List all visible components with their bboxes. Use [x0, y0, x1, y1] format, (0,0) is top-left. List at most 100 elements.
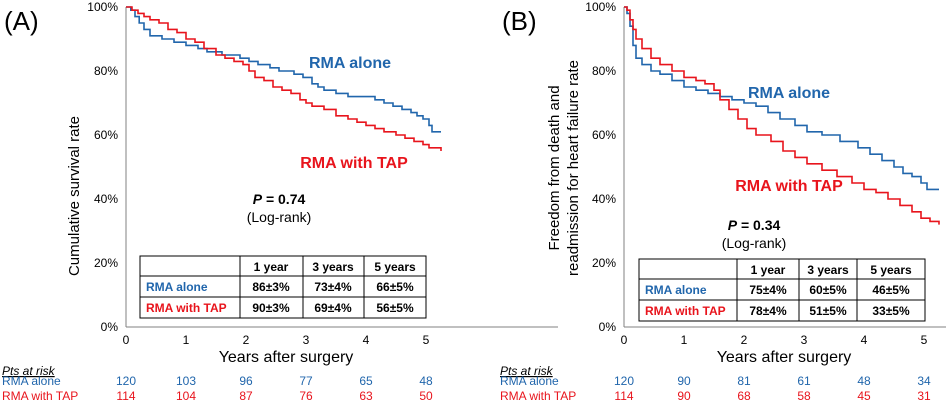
panel-a-y-tick-40: 40%: [94, 192, 118, 206]
panel-a-axes: 0% 20% 40% 60% 80% 100% 0 1 2 3 4 5: [87, 0, 558, 347]
panel-b-risk-table: Pts at risk RMA alone RMA with TAP 120 9…: [500, 364, 931, 402]
panel-a-risk-label-rma-with-tap: RMA with TAP: [2, 389, 78, 402]
panel-b-table-row-label-rma-with-tap: RMA with TAP: [645, 304, 726, 318]
panel-b-table-cell: 75±4%: [749, 283, 787, 297]
panel-b-table-row-label-rma-alone: RMA alone: [645, 283, 707, 297]
panel-b-label: (B): [502, 6, 537, 36]
panel-a-table-cell: 90±3%: [252, 301, 290, 315]
panel-a-series-rma-with-tap: [126, 6, 442, 151]
panel-b-table-cell: 51±5%: [809, 304, 847, 318]
panel-b-table-header-1y: 1 year: [751, 263, 786, 277]
panel-b-y-axis-label-line-2: readmission for heart failure rate: [565, 60, 582, 276]
panel-a-series-rma-alone: [126, 6, 441, 133]
panel-b-risk-count: 90: [677, 389, 691, 402]
panel-b-risk-count: 31: [917, 389, 931, 402]
panel-a-x-tick-5: 5: [423, 333, 430, 347]
panel-a-label: (A): [4, 6, 39, 36]
panel-a: (A) Cumulative survival rate 0% 20% 40% …: [2, 0, 558, 402]
panel-b-y-tick-80: 80%: [592, 64, 616, 78]
panel-b-risk-count: 48: [857, 374, 871, 388]
panel-a-table-cell: 56±5%: [376, 301, 414, 315]
panel-b-x-tick-2: 2: [741, 333, 748, 347]
panel-b-p-value: P = 0.34: [728, 217, 781, 233]
panel-b-risk-count: 90: [677, 374, 691, 388]
panel-b-risk-count: 114: [614, 389, 633, 402]
panel-a-x-axis-label: Years after surgery: [219, 349, 354, 366]
panel-a-risk-count: 65: [359, 374, 373, 388]
panel-a-label-rma-with-tap: RMA with TAP: [300, 155, 408, 172]
panel-a-x-tick-0: 0: [123, 333, 130, 347]
panel-a-table-header-5y: 5 years: [374, 260, 416, 274]
panel-b-x-axis-label: Years after surgery: [717, 349, 852, 366]
panel-a-x-tick-3: 3: [303, 333, 310, 347]
panel-a-y-axis-label: Cumulative survival rate: [66, 116, 83, 276]
panel-a-x-tick-4: 4: [363, 333, 370, 347]
panel-a-y-tick-60: 60%: [94, 128, 118, 142]
panel-a-table-cell: 86±3%: [252, 280, 290, 294]
panel-a-table-cell: 69±4%: [314, 301, 352, 315]
panel-a-risk-count: 96: [239, 374, 253, 388]
panel-a-risk-label-rma-alone: RMA alone: [2, 374, 61, 388]
panel-b-x-tick-5: 5: [921, 333, 928, 347]
panel-b-risk-count: 120: [614, 374, 634, 388]
panel-b-risk-label-rma-with-tap: RMA with TAP: [500, 389, 576, 402]
panel-a-risk-count: 76: [299, 389, 313, 402]
panel-b: (B) Freedom from death and readmission f…: [500, 0, 946, 402]
panel-a-risk-count: 120: [116, 374, 136, 388]
panel-a-x-tick-2: 2: [243, 333, 250, 347]
panel-a-risk-count: 48: [419, 374, 433, 388]
panel-b-table-cell: 33±5%: [872, 304, 910, 318]
panel-a-table-row-label-rma-alone: RMA alone: [146, 280, 208, 294]
panel-b-risk-title: Pts at risk: [500, 364, 554, 378]
panel-a-risk-count: 87: [239, 389, 253, 402]
panel-a-table-cell: 73±4%: [314, 280, 352, 294]
panel-a-y-tick-20: 20%: [94, 256, 118, 270]
panel-a-table-header-1y: 1 year: [254, 260, 289, 274]
panel-b-table-cell: 78±4%: [749, 304, 787, 318]
panel-a-risk-count: 63: [359, 389, 373, 402]
panel-b-y-tick-100: 100%: [585, 0, 616, 14]
panel-b-risk-label-rma-alone: RMA alone: [500, 374, 559, 388]
panel-a-risk-title: Pts at risk: [2, 364, 56, 378]
panel-b-x-tick-0: 0: [621, 333, 628, 347]
panel-b-y-axis-label-line-1: Freedom from death and: [546, 85, 563, 250]
panel-b-table-cell: 60±5%: [809, 283, 847, 297]
panel-a-test-name: (Log-rank): [247, 209, 312, 225]
panel-b-table-cell: 46±5%: [872, 283, 910, 297]
panel-b-table: 1 year 3 years 5 years RMA alone 75±4% 6…: [638, 258, 926, 322]
panel-a-table: 1 year 3 years 5 years RMA alone 86±3% 7…: [139, 255, 427, 319]
panel-b-risk-count: 58: [797, 389, 811, 402]
panel-a-risk-table: Pts at risk RMA alone RMA with TAP 120 1…: [2, 364, 433, 402]
panel-b-test-name: (Log-rank): [722, 235, 787, 251]
panel-a-table-row-label-rma-with-tap: RMA with TAP: [146, 301, 227, 315]
panel-b-risk-count: 45: [857, 389, 871, 402]
panel-a-table-cell: 66±5%: [376, 280, 414, 294]
panel-a-risk-count: 77: [299, 374, 313, 388]
panel-b-table-header-5y: 5 years: [870, 263, 912, 277]
panel-a-y-tick-80: 80%: [94, 64, 118, 78]
panel-a-risk-count: 50: [419, 389, 433, 402]
panel-b-y-tick-20: 20%: [592, 256, 616, 270]
panel-b-risk-count: 68: [737, 389, 751, 402]
panel-b-risk-count: 61: [797, 374, 811, 388]
panel-a-y-tick-100: 100%: [87, 0, 118, 14]
panel-a-label-rma-alone: RMA alone: [309, 55, 391, 72]
panel-b-series-rma-alone: [624, 6, 939, 191]
panel-b-label-rma-with-tap: RMA with TAP: [735, 178, 843, 195]
panel-b-risk-count: 34: [917, 374, 931, 388]
panel-a-risk-count: 104: [176, 389, 196, 402]
panel-a-p-value: P = 0.74: [253, 191, 306, 207]
panel-a-x-tick-1: 1: [183, 333, 190, 347]
panel-a-table-header-3y: 3 years: [312, 260, 354, 274]
panel-b-table-border: [638, 258, 926, 322]
panel-b-x-tick-3: 3: [801, 333, 808, 347]
panel-b-x-tick-4: 4: [861, 333, 868, 347]
panel-b-x-tick-1: 1: [681, 333, 688, 347]
panel-b-table-header-3y: 3 years: [807, 263, 849, 277]
panel-b-series-rma-with-tap: [624, 6, 940, 225]
panel-b-risk-count: 81: [737, 374, 751, 388]
panel-b-y-tick-60: 60%: [592, 128, 616, 142]
panel-b-axes: 0% 20% 40% 60% 80% 100% 0 1 2 3 4 5: [585, 0, 946, 347]
panel-a-risk-count: 114: [116, 389, 135, 402]
